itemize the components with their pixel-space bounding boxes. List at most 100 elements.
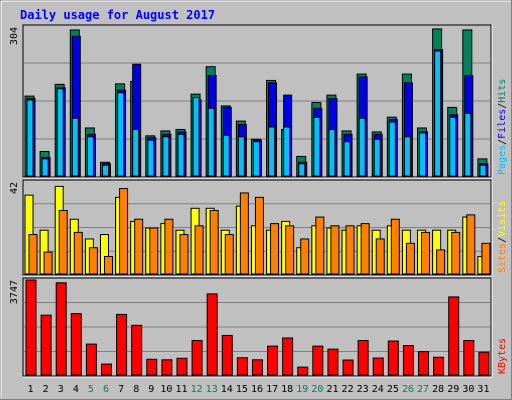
x-tick-label: 15 [236, 384, 248, 395]
x-tick-label: 22 [342, 384, 354, 395]
bar-kbytes [55, 282, 67, 376]
x-tick-label: 30 [462, 384, 474, 395]
bar-pages [313, 116, 321, 177]
bar-sites [194, 225, 204, 275]
x-tick-label: 13 [206, 384, 218, 395]
bar-pages [117, 92, 125, 177]
bar-sites [224, 234, 234, 275]
bar-pages [192, 97, 200, 177]
bar-sites [209, 209, 219, 275]
x-tick-label: 27 [417, 384, 429, 395]
x-tick-label: 16 [251, 384, 263, 395]
x-tick-label: 2 [43, 384, 49, 395]
bar-kbytes [70, 313, 82, 376]
bar-pages [147, 139, 155, 177]
bar-kbytes [100, 363, 112, 376]
bar-kbytes [342, 359, 354, 376]
x-tick-label: 23 [357, 384, 369, 395]
bar-kbytes [463, 340, 475, 376]
bar-kbytes [176, 357, 188, 376]
bar-kbytes [191, 340, 203, 376]
bar-kbytes [267, 345, 279, 376]
bar-sites [43, 251, 53, 275]
bar-sites [119, 188, 129, 275]
bar-pages [101, 164, 109, 177]
x-tick-label: 7 [118, 384, 124, 395]
bar-sites [134, 218, 144, 275]
bar-sites [270, 223, 280, 275]
legend-entry: Pages [497, 145, 508, 175]
bar-pages [56, 88, 64, 177]
legend-entry: Sites [497, 243, 508, 273]
bar-sites [73, 231, 83, 275]
bar-sites [405, 242, 415, 275]
bar-pages [132, 128, 140, 177]
bar-sites [103, 255, 113, 275]
x-tick-label: 20 [311, 384, 323, 395]
x-tick-label: 6 [103, 384, 109, 395]
bar-pages [479, 164, 487, 177]
bar-sites [436, 249, 446, 275]
bar-kbytes [85, 343, 97, 376]
bar-kbytes [387, 340, 399, 376]
bar-pages [86, 136, 94, 177]
y-max-label: 42 [9, 182, 20, 194]
bar-sites [375, 238, 385, 275]
bar-pages [464, 112, 472, 177]
x-tick-label: 17 [266, 384, 278, 395]
legend: KBytes [497, 338, 508, 374]
bar-sites [254, 196, 264, 275]
bar-kbytes [221, 334, 233, 376]
legend-entry: / [497, 237, 508, 243]
y-max-label: 3747 [9, 280, 20, 304]
x-tick-label: 1 [28, 384, 34, 395]
bar-sites [28, 234, 38, 275]
x-tick-label: 28 [432, 384, 444, 395]
bar-kbytes [297, 366, 309, 376]
bar-sites [285, 225, 295, 275]
chart-title: Daily usage for August 2017 [20, 8, 215, 22]
bar-sites [330, 225, 340, 275]
bar-pages [343, 141, 351, 177]
bar-sites [179, 234, 189, 275]
legend-entry: Files [497, 109, 508, 139]
bar-kbytes [236, 357, 248, 376]
bar-pages [71, 117, 79, 177]
bar-pages [373, 138, 381, 177]
bar-kbytes [251, 359, 263, 376]
bar-kbytes [25, 279, 37, 376]
bar-kbytes [146, 358, 158, 376]
bar-pages [207, 107, 215, 177]
bar-kbytes [372, 357, 384, 376]
bar-kbytes [418, 351, 430, 376]
bar-sites [345, 225, 355, 275]
bar-sites [421, 231, 431, 275]
x-tick-label: 10 [160, 384, 172, 395]
legend-entry: Visits [497, 201, 508, 237]
x-tick-label: 9 [148, 384, 154, 395]
x-tick-label: 21 [326, 384, 338, 395]
x-tick-label: 31 [477, 384, 489, 395]
bar-kbytes [40, 314, 52, 376]
panel-kbytes: 3747 KBytes [9, 277, 508, 378]
panel-visits_sites: 42 Sites/Visits [9, 179, 508, 277]
bar-pages [434, 50, 442, 177]
bar-pages [162, 136, 170, 177]
bar-kbytes [131, 324, 143, 376]
bar-sites [58, 209, 68, 275]
x-tick-label: 26 [402, 384, 414, 395]
bar-pages [283, 126, 291, 177]
bar-pages [449, 116, 457, 177]
x-tick-label: 11 [175, 384, 187, 395]
bar-pages [388, 121, 396, 177]
bar-pages [237, 136, 245, 177]
legend-entry: / [497, 103, 508, 109]
x-tick-label: 18 [281, 384, 293, 395]
bar-kbytes [448, 296, 460, 376]
bar-pages [41, 158, 49, 177]
x-tick-label: 25 [387, 384, 399, 395]
bar-kbytes [327, 348, 339, 376]
x-tick-label: 8 [133, 384, 139, 395]
x-tick-label: 5 [88, 384, 94, 395]
